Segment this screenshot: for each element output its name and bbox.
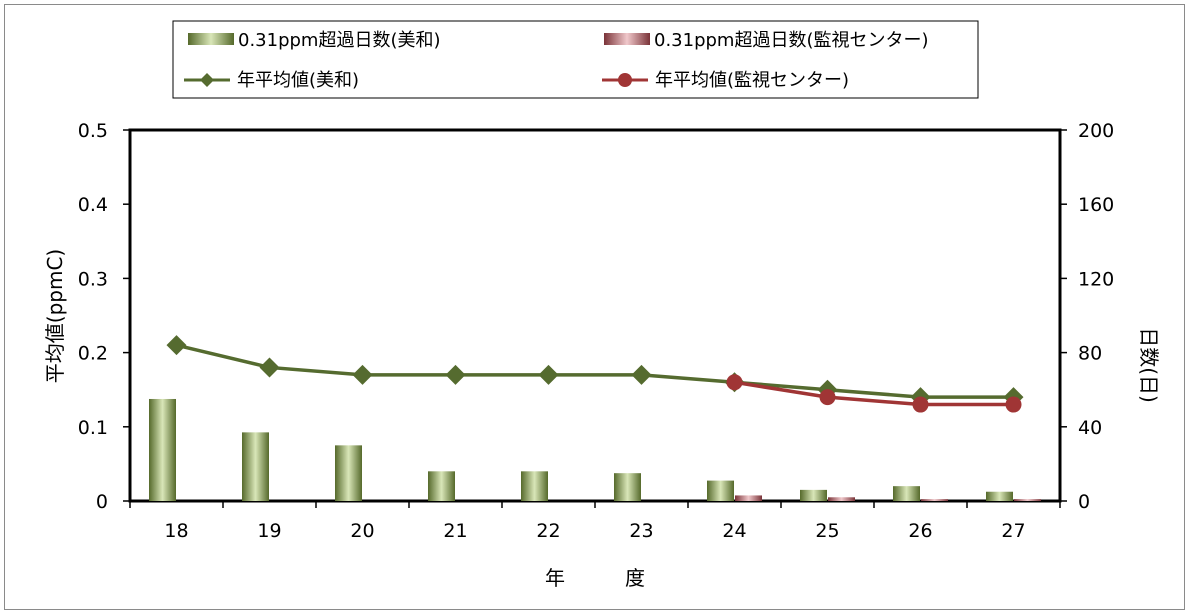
x-axis-title: 年 度 [545, 566, 645, 590]
legend-label-line-miwa: 年平均値(美和) [237, 70, 359, 91]
right-tick-label: 120 [1078, 268, 1114, 290]
x-tick-label: 20 [350, 520, 374, 542]
x-tick-label: 27 [1001, 520, 1025, 542]
bar-center [1014, 499, 1041, 501]
legend: 0.31ppm超過日数(美和) 0.31ppm超過日数(監視センター) 年平均値… [172, 20, 979, 99]
left-axis-ticks: 0 0.1 0.2 0.3 0.4 0.5 [78, 120, 130, 513]
bar-miwa [149, 398, 176, 501]
x-tick-label: 23 [629, 520, 653, 542]
left-tick-label: 0.1 [78, 417, 108, 439]
bar-center [735, 495, 762, 501]
bar-miwa [521, 471, 548, 501]
point-miwa [352, 364, 373, 385]
left-tick-label: 0.5 [78, 120, 108, 142]
bars-group [149, 398, 1041, 501]
x-tick-label: 19 [257, 520, 281, 542]
point-center [819, 389, 836, 406]
point-miwa [166, 335, 187, 356]
right-tick-label: 0 [1078, 491, 1090, 513]
lines-group [166, 335, 1024, 413]
point-miwa [445, 364, 466, 385]
legend-label-line-center: 年平均値(監視センター) [655, 70, 849, 91]
point-miwa [631, 364, 652, 385]
right-tick-label: 80 [1078, 343, 1102, 365]
x-tick-label: 22 [536, 520, 560, 542]
legend-swatch-bar-center [604, 33, 650, 45]
line-center [734, 380, 1014, 407]
bar-center [828, 497, 855, 501]
point-center [726, 374, 743, 391]
bar-miwa [986, 491, 1013, 501]
bar-miwa [428, 471, 455, 501]
bar-miwa [614, 473, 641, 501]
x-tick-label: 26 [908, 520, 932, 542]
left-tick-label: 0.4 [78, 194, 108, 216]
bar-miwa [242, 432, 269, 501]
bar-miwa [335, 445, 362, 501]
left-tick-label: 0.2 [78, 343, 108, 365]
plot-area [128, 128, 1062, 503]
right-tick-label: 160 [1078, 194, 1114, 216]
point-center [912, 396, 929, 413]
x-tick-label: 24 [722, 520, 746, 542]
right-axis-ticks: 0 40 80 120 160 200 [1060, 120, 1114, 513]
point-miwa [259, 357, 280, 378]
right-axis-title: 日数(日) [1137, 327, 1161, 403]
legend-label-bar-miwa: 0.31ppm超過日数(美和) [238, 30, 441, 51]
x-tick-label: 18 [164, 520, 188, 542]
point-miwa [538, 364, 559, 385]
x-axis-ticks: 18 19 20 21 22 23 24 25 26 27 [129, 501, 1061, 542]
bar-miwa [800, 489, 827, 501]
right-tick-label: 40 [1078, 417, 1102, 439]
legend-marker-miwa [200, 73, 214, 87]
bar-miwa [707, 480, 734, 501]
line-miwa [176, 343, 1014, 399]
bar-center [921, 499, 948, 501]
legend-label-bar-center: 0.31ppm超過日数(監視センター) [654, 30, 929, 51]
point-center [1005, 396, 1022, 413]
bar-miwa [893, 486, 920, 501]
left-axis-title: 平均値(ppmC) [43, 249, 67, 383]
legend-marker-center [618, 73, 632, 87]
x-tick-label: 25 [815, 520, 839, 542]
x-tick-label: 21 [443, 520, 467, 542]
legend-box [172, 20, 979, 99]
left-tick-label: 0.3 [78, 268, 108, 290]
left-tick-label: 0 [96, 491, 108, 513]
right-tick-label: 200 [1078, 120, 1114, 142]
legend-swatch-bar-miwa [188, 33, 234, 45]
